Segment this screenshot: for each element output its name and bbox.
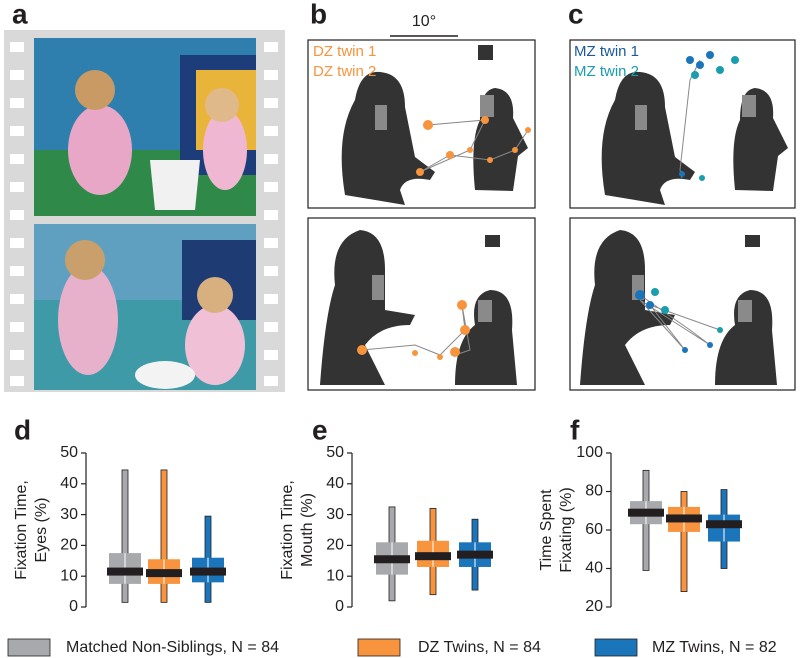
y-tick-label: 30 — [60, 506, 78, 523]
panel-label: b — [310, 0, 327, 29]
y-tick-label: 50 — [60, 444, 78, 461]
y-axis-label: Mouth (%) — [299, 493, 316, 567]
median — [457, 550, 493, 559]
y-tick-label: 100 — [576, 444, 603, 461]
median — [706, 520, 742, 529]
panel-label: a — [12, 0, 28, 29]
legend-swatch — [594, 638, 638, 657]
median — [415, 552, 451, 561]
y-tick-label: 50 — [326, 444, 344, 461]
median — [146, 569, 182, 578]
legend-swatch — [7, 638, 51, 657]
y-tick-label: 40 — [60, 475, 78, 492]
whisker — [160, 469, 168, 603]
y-axis-label: Eyes (%) — [33, 498, 50, 563]
median — [107, 567, 143, 576]
twin-label: MZ twin 2 — [574, 63, 639, 80]
y-tick-label: 0 — [69, 598, 78, 615]
silhouettes — [320, 45, 788, 385]
median — [666, 514, 702, 523]
whisker — [121, 469, 129, 603]
y-tick-label: 0 — [335, 598, 344, 615]
median — [190, 567, 226, 576]
y-tick-label: 40 — [326, 475, 344, 492]
y-tick-label: 30 — [326, 506, 344, 523]
scale-label: 10° — [412, 13, 436, 30]
panel-label: d — [14, 414, 31, 445]
twin-label: MZ twin 1 — [574, 43, 639, 60]
whisker — [680, 491, 688, 592]
y-tick-label: 40 — [585, 560, 603, 577]
twin-label: DZ twin 2 — [313, 63, 376, 80]
photo-top — [34, 38, 256, 216]
legend-label: Matched Non-Siblings, N = 84 — [66, 639, 279, 656]
y-axis-label: Fixating (%) — [558, 487, 575, 572]
legend-label: MZ Twins, N = 82 — [652, 639, 777, 656]
panel-label: c — [568, 0, 584, 29]
fixations — [357, 51, 739, 360]
photo-bottom — [34, 224, 256, 390]
median — [374, 555, 410, 564]
y-axis-label: Time Spent — [538, 489, 555, 571]
y-axis-label: Fixation Time, — [279, 480, 296, 580]
y-tick-label: 10 — [60, 567, 78, 584]
y-tick-label: 60 — [585, 521, 603, 538]
median — [628, 508, 664, 517]
panel-label: f — [570, 414, 580, 445]
y-tick-label: 80 — [585, 483, 603, 500]
y-tick-label: 20 — [326, 537, 344, 554]
y-tick-label: 20 — [60, 537, 78, 554]
legend-label: DZ Twins, N = 84 — [418, 639, 541, 656]
y-axis-label: Fixation Time, — [13, 480, 30, 580]
twin-label: DZ twin 1 — [313, 43, 376, 60]
panel-label: e — [312, 414, 328, 445]
y-tick-label: 20 — [585, 598, 603, 615]
legend-swatch — [357, 638, 401, 657]
y-tick-label: 10 — [326, 567, 344, 584]
